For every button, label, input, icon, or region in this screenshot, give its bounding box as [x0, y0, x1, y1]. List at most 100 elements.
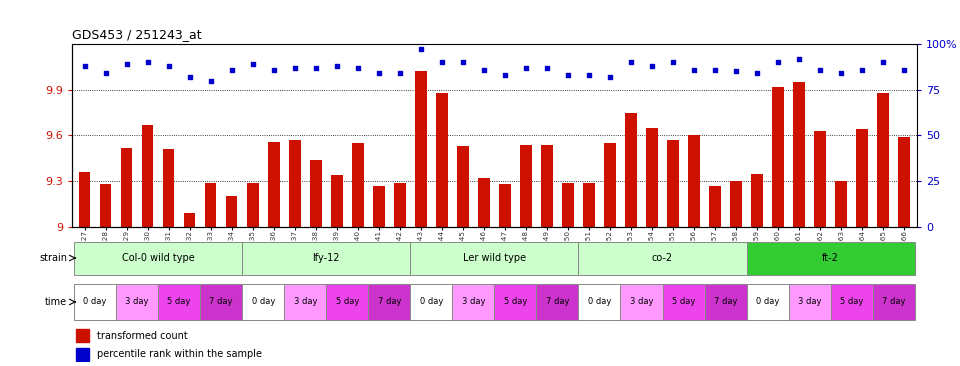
Bar [352, 143, 364, 227]
Bar [100, 184, 111, 227]
Bar [899, 137, 910, 227]
Point [413, 46, 428, 52]
Bar [76, 329, 89, 342]
Bar [563, 183, 574, 227]
Point [224, 67, 239, 72]
Point [455, 59, 470, 65]
Bar [242, 284, 284, 320]
Bar [537, 284, 579, 320]
Point [518, 65, 534, 71]
Text: 5 day: 5 day [336, 298, 359, 306]
Point [266, 67, 281, 72]
Text: 5 day: 5 day [504, 298, 527, 306]
Bar [284, 284, 326, 320]
Point [665, 59, 681, 65]
Text: 0 day: 0 day [252, 298, 275, 306]
Bar [579, 284, 620, 320]
Point [812, 67, 828, 72]
Text: Ler wild type: Ler wild type [463, 253, 526, 263]
Bar [268, 142, 279, 227]
Bar [289, 140, 300, 227]
Bar [830, 284, 873, 320]
Bar [142, 125, 154, 227]
Point [329, 63, 345, 69]
Bar [74, 242, 242, 274]
Text: 0 day: 0 day [756, 298, 780, 306]
Text: time: time [45, 297, 67, 307]
Point [854, 67, 870, 72]
Point [140, 59, 156, 65]
Bar [835, 181, 847, 227]
Text: 3 day: 3 day [798, 298, 822, 306]
Bar [773, 87, 784, 227]
Text: 7 day: 7 day [714, 298, 737, 306]
Point [372, 70, 387, 76]
Bar [667, 140, 679, 227]
Bar [646, 128, 658, 227]
Bar [747, 284, 788, 320]
Point [791, 56, 806, 61]
Bar [204, 183, 216, 227]
Point [119, 61, 134, 67]
Text: lfy-12: lfy-12 [313, 253, 340, 263]
Bar [79, 172, 90, 227]
Text: 0 day: 0 day [84, 298, 107, 306]
Point [308, 65, 324, 71]
Text: co-2: co-2 [652, 253, 673, 263]
Bar [452, 284, 494, 320]
Bar [625, 113, 636, 227]
Bar [662, 284, 705, 320]
Point [203, 78, 218, 83]
Bar [688, 135, 700, 227]
Bar [705, 284, 747, 320]
Point [582, 72, 597, 78]
Bar [520, 145, 532, 227]
Bar [226, 197, 237, 227]
Bar [494, 284, 537, 320]
Text: GDS453 / 251243_at: GDS453 / 251243_at [72, 28, 202, 41]
Text: ft-2: ft-2 [822, 253, 839, 263]
Text: 7 day: 7 day [377, 298, 401, 306]
Point [350, 65, 366, 71]
Text: 3 day: 3 day [126, 298, 149, 306]
Point [876, 59, 891, 65]
Point [602, 74, 617, 80]
Point [750, 70, 765, 76]
Text: strain: strain [39, 253, 67, 263]
Bar [116, 284, 158, 320]
Point [833, 70, 849, 76]
Bar [76, 348, 89, 361]
Bar [856, 129, 868, 227]
Text: 5 day: 5 day [167, 298, 191, 306]
Point [729, 68, 744, 74]
Point [561, 72, 576, 78]
Text: 3 day: 3 day [294, 298, 317, 306]
Bar [604, 143, 615, 227]
Bar [121, 147, 132, 227]
Point [476, 67, 492, 72]
Bar [814, 131, 826, 227]
Bar [410, 242, 579, 274]
Bar [326, 284, 369, 320]
Point [392, 70, 407, 76]
Bar [747, 242, 915, 274]
Text: 0 day: 0 day [420, 298, 444, 306]
Bar [158, 284, 201, 320]
Bar [201, 284, 242, 320]
Bar [373, 186, 385, 227]
Bar [478, 178, 490, 227]
Bar [620, 284, 662, 320]
Point [98, 70, 113, 76]
Text: 7 day: 7 day [545, 298, 569, 306]
Bar [369, 284, 410, 320]
Bar [873, 284, 915, 320]
Point [540, 65, 555, 71]
Bar [242, 242, 410, 274]
Bar [788, 284, 830, 320]
Point [623, 59, 638, 65]
Bar [436, 93, 447, 227]
Bar [410, 284, 452, 320]
Point [497, 72, 513, 78]
Bar [541, 145, 553, 227]
Bar [731, 181, 742, 227]
